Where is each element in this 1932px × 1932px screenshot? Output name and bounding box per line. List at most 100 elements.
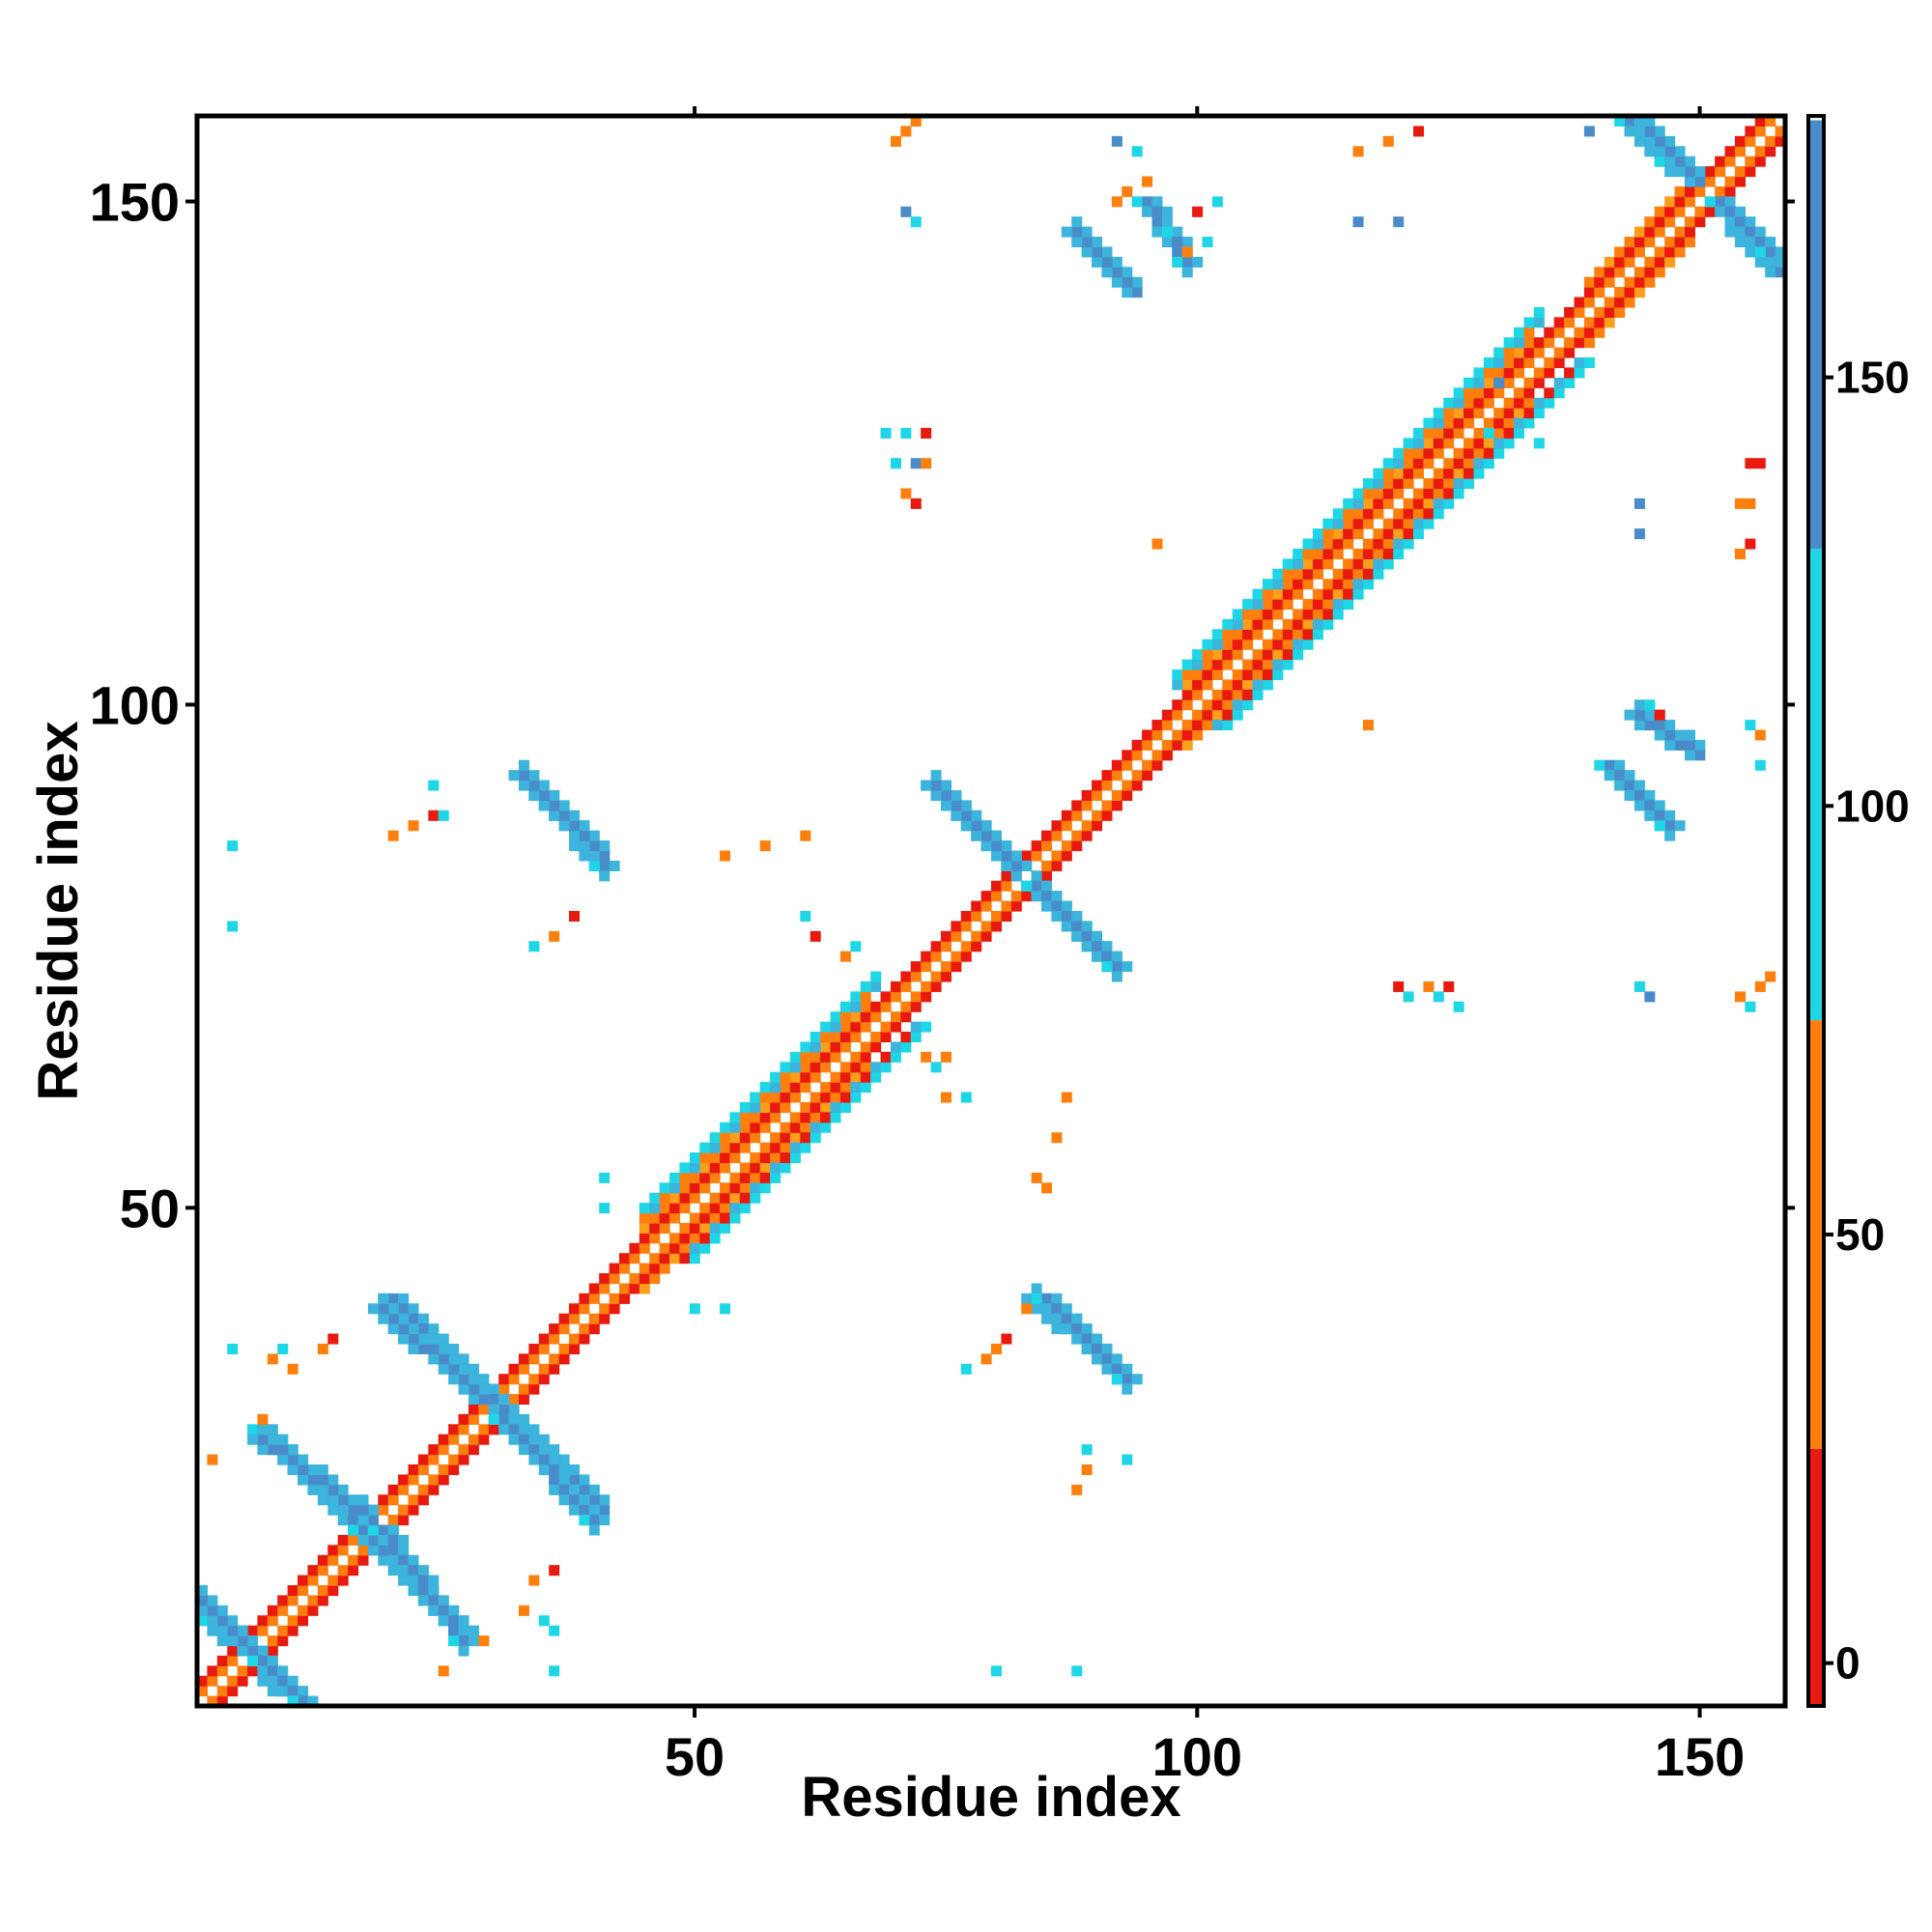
heatmap-cell <box>1614 267 1626 278</box>
heatmap-cell <box>549 789 560 802</box>
heatmap-cell <box>1101 961 1113 973</box>
heatmap-cell <box>1644 216 1656 228</box>
heatmap-cell <box>770 1112 781 1123</box>
colorbar-tick-label: 50 <box>1835 1209 1885 1260</box>
heatmap-cell <box>930 789 942 802</box>
heatmap-cell <box>880 1032 892 1043</box>
heatmap-cell <box>1211 639 1223 650</box>
heatmap-cell <box>1674 185 1686 197</box>
heatmap-cell <box>478 1394 490 1406</box>
heatmap-cell <box>1393 478 1405 490</box>
heatmap-cell <box>1594 267 1605 278</box>
heatmap-cell <box>609 860 620 871</box>
heatmap-cell <box>1724 206 1736 217</box>
heatmap-cell <box>1312 618 1323 630</box>
x-tick-label: 100 <box>1152 1726 1242 1787</box>
heatmap-cell <box>1604 759 1615 771</box>
heatmap-cell <box>1041 1313 1053 1324</box>
heatmap-cell <box>1122 1383 1133 1395</box>
heatmap-cell <box>1734 146 1746 157</box>
heatmap-cell <box>1514 397 1525 409</box>
heatmap-cell <box>810 1132 821 1144</box>
heatmap-cell <box>408 1313 419 1324</box>
heatmap-cell <box>599 860 611 871</box>
heatmap-cell <box>277 1454 289 1465</box>
heatmap-cell <box>1211 659 1223 670</box>
heatmap-cell <box>770 1172 781 1183</box>
heatmap-cell <box>207 1595 218 1606</box>
heatmap-cell <box>1664 720 1676 731</box>
heatmap-cell <box>971 900 982 912</box>
heatmap-cell <box>1463 447 1475 459</box>
heatmap-cell <box>257 1434 269 1445</box>
heatmap-cell <box>830 1082 841 1094</box>
heatmap-cell <box>1151 206 1163 217</box>
heatmap-cell <box>227 1645 239 1657</box>
heatmap-cell <box>337 1545 349 1556</box>
heatmap-cell <box>780 1162 791 1174</box>
heatmap-cell <box>609 1303 620 1315</box>
heatmap-cell <box>759 1082 771 1094</box>
heatmap-cell <box>468 1394 479 1406</box>
heatmap-cell <box>1041 1303 1053 1315</box>
heatmap-cell <box>1111 770 1122 781</box>
heatmap-cell <box>1131 1374 1143 1385</box>
heatmap-cell <box>1624 116 1635 128</box>
heatmap-cell <box>1514 367 1525 379</box>
heatmap-cell <box>1202 720 1213 731</box>
heatmap-cell <box>1202 649 1213 661</box>
heatmap-cell <box>1423 980 1435 992</box>
heatmap-cell <box>980 1353 992 1365</box>
heatmap-cell <box>739 1122 751 1133</box>
heatmap-cell <box>518 1394 529 1406</box>
heatmap-cell <box>1734 206 1746 217</box>
heatmap-cell <box>1423 417 1435 429</box>
heatmap-cell <box>1332 508 1344 520</box>
heatmap-cell <box>448 1625 460 1636</box>
heatmap-cell <box>729 1203 741 1214</box>
heatmap-cell <box>729 1212 741 1224</box>
heatmap-cell <box>870 980 882 992</box>
heatmap-cell <box>910 458 922 469</box>
heatmap-cell <box>1704 176 1716 187</box>
heatmap-cell <box>458 1424 469 1435</box>
heatmap-cell <box>1282 659 1293 670</box>
heatmap-cell <box>357 1554 369 1566</box>
heatmap-cell <box>759 1112 771 1123</box>
heatmap-cell <box>1493 427 1505 439</box>
heatmap-cell <box>789 1112 801 1123</box>
heatmap-cell <box>1382 497 1394 509</box>
heatmap-cell <box>1061 1323 1072 1335</box>
heatmap-cell <box>960 1092 972 1103</box>
colorbar-tick-label: 0 <box>1835 1638 1861 1689</box>
heatmap-cell <box>1373 548 1384 559</box>
heatmap-cell <box>860 1082 871 1094</box>
heatmap-cell <box>1151 196 1163 208</box>
heatmap-cell <box>750 1162 761 1174</box>
heatmap-cell <box>1433 427 1444 439</box>
heatmap-cell <box>669 1182 681 1194</box>
heatmap-cell <box>367 1534 379 1546</box>
heatmap-cell <box>1393 538 1405 550</box>
heatmap-cell <box>267 1434 278 1445</box>
heatmap-cell <box>1523 387 1535 399</box>
heatmap-cell <box>428 1595 440 1606</box>
heatmap-cell <box>277 1675 289 1687</box>
heatmap-cell <box>1765 237 1776 248</box>
heatmap-cell <box>237 1635 248 1647</box>
heatmap-cell <box>739 1182 751 1194</box>
heatmap-cell <box>387 1484 399 1495</box>
heatmap-cell <box>1483 458 1494 469</box>
heatmap-cell <box>699 1152 711 1164</box>
heatmap-cell <box>1181 267 1193 278</box>
heatmap-cell <box>709 1203 721 1214</box>
heatmap-cell <box>1423 478 1435 490</box>
heatmap-cell <box>1473 367 1485 379</box>
heatmap-cell <box>1754 729 1766 741</box>
heatmap-cell <box>378 1504 389 1516</box>
heatmap-cell <box>1644 126 1656 137</box>
heatmap-cell <box>1181 739 1193 751</box>
heatmap-cell <box>1443 397 1455 409</box>
heatmap-cell <box>1493 447 1505 459</box>
heatmap-cell <box>830 1101 841 1113</box>
